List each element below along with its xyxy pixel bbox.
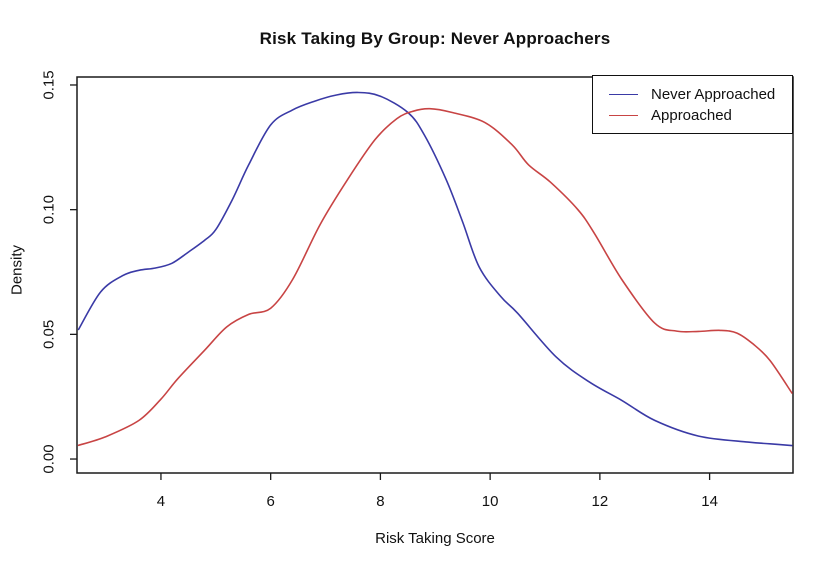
- legend-line-sample-icon: [609, 93, 638, 95]
- y-axis-title: Density: [8, 244, 26, 296]
- y-tick-label: 0.00: [41, 444, 58, 473]
- legend-entry-never-approached: Never Approached: [609, 85, 792, 104]
- y-tick-label: 0.05: [41, 320, 58, 349]
- x-tick-label: 8: [376, 493, 384, 510]
- legend-entry-approached: Approached: [609, 106, 792, 125]
- x-tick-label: 4: [157, 493, 165, 510]
- legend-label-approached: Approached: [651, 106, 732, 124]
- y-tick-label: 0.15: [41, 70, 58, 99]
- x-tick-label: 10: [482, 493, 499, 510]
- y-tick-label: 0.10: [41, 195, 58, 224]
- plot-border: [76, 76, 794, 474]
- x-tick-label: 14: [701, 493, 718, 510]
- x-tick-label: 6: [267, 493, 275, 510]
- x-axis-title: Risk Taking Score: [375, 530, 495, 547]
- legend: Never Approached Approached: [592, 75, 793, 134]
- density-curve-never-approached: [77, 91, 793, 447]
- legend-label-never-approached: Never Approached: [651, 85, 776, 103]
- chart-title: Risk Taking By Group: Never Approachers: [259, 29, 611, 48]
- x-tick-label: 12: [592, 493, 609, 510]
- density-curve-approached: [77, 107, 793, 447]
- legend-line-sample-icon: [609, 114, 638, 116]
